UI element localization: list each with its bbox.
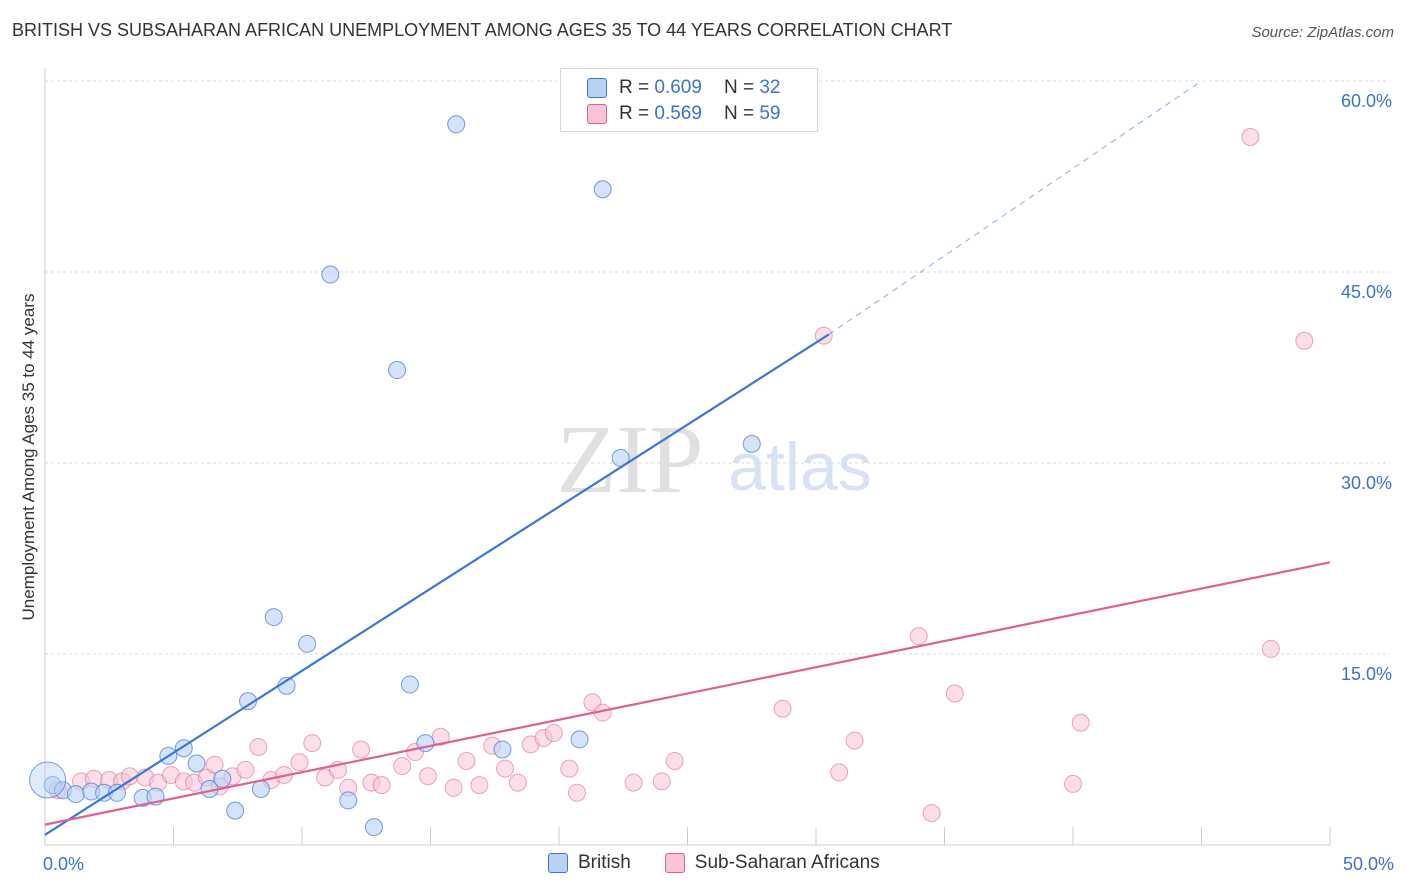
british-point — [251, 779, 270, 798]
x-tick-label: 50.0% — [1343, 854, 1394, 874]
africans-r-value: 0.569 — [654, 103, 702, 124]
africans-point — [470, 776, 489, 795]
correlation-legend: R = 0.609 N = 32 R = 0.569 N = 59 — [560, 68, 818, 132]
series-legend: British Sub-Saharan Africans — [548, 852, 880, 874]
british-point — [29, 761, 67, 799]
british-point — [400, 675, 419, 694]
africans-point — [372, 776, 391, 795]
africans-trend-line — [44, 561, 1331, 826]
tick-labels: 15.0% 30.0% 45.0% 60.0% 0.0% 50.0% — [43, 91, 1394, 874]
africans-point — [418, 767, 437, 786]
legend-british-swatch — [548, 853, 568, 873]
british-point — [447, 115, 466, 134]
africans-point — [236, 760, 255, 779]
africans-swatch — [587, 104, 607, 124]
africans-point — [1241, 128, 1260, 147]
africans-n-value: 59 — [759, 103, 781, 124]
africans-point — [205, 755, 224, 774]
africans-n-label: N = — [723, 103, 755, 124]
x-tick-label: 0.0% — [43, 854, 84, 874]
africans-point — [652, 772, 671, 791]
british-point — [321, 265, 340, 284]
british-point — [298, 634, 317, 653]
africans-point — [1261, 639, 1280, 658]
africans-r-label: R = — [619, 103, 650, 124]
british-point — [339, 791, 358, 810]
africans-point — [845, 731, 864, 750]
legend-africans-label: Sub-Saharan Africans — [694, 852, 880, 873]
british-r-value: 0.609 — [654, 77, 702, 98]
africans-point — [290, 753, 309, 772]
africans-point — [496, 759, 515, 778]
africans-point — [773, 699, 792, 718]
gridlines — [45, 80, 1390, 655]
africans-point — [457, 751, 476, 770]
british-point — [570, 730, 589, 749]
british-point — [593, 180, 612, 199]
british-r-label: R = — [619, 77, 650, 98]
africans-point — [444, 778, 463, 797]
watermark: ZIP atlas — [557, 406, 872, 514]
chart-title: BRITISH VS SUBSAHARAN AFRICAN UNEMPLOYME… — [12, 20, 953, 40]
axes — [44, 68, 1331, 846]
y-tick-label: 30.0% — [1341, 473, 1392, 493]
british-point — [388, 361, 407, 380]
y-tick-label: 15.0% — [1341, 664, 1392, 684]
africans-point — [393, 757, 412, 776]
y-tick-label: 45.0% — [1341, 282, 1392, 302]
british-n-label: N = — [723, 77, 755, 98]
legend-row-africans: R = 0.569 N = 59 — [587, 101, 780, 127]
y-tick-label: 60.0% — [1341, 91, 1392, 111]
africans-point — [560, 759, 579, 778]
africans-point — [1071, 713, 1090, 732]
africans-point — [508, 773, 527, 792]
africans-point — [303, 734, 322, 753]
africans-point — [830, 763, 849, 782]
british-point — [742, 434, 761, 453]
british-trend-line — [44, 333, 830, 836]
legend-row-british: R = 0.609 N = 32 — [587, 75, 780, 101]
y-axis-label: Unemployment Among Ages 35 to 44 years — [19, 294, 38, 621]
africans-point — [352, 740, 371, 759]
fit-lines — [44, 80, 1331, 836]
africans-point — [624, 773, 643, 792]
africans-point — [1064, 774, 1082, 793]
africans-point — [945, 684, 964, 703]
watermark-zip: ZIP — [557, 406, 704, 514]
africans-point — [567, 783, 586, 802]
british-point — [364, 818, 383, 837]
africans-point — [249, 737, 268, 756]
british-point — [187, 754, 206, 773]
africans-point — [1295, 331, 1314, 350]
legend-africans-swatch — [664, 853, 685, 873]
british-swatch — [587, 78, 607, 98]
british-n-value: 32 — [759, 77, 781, 98]
british-point — [66, 785, 85, 804]
africans-point — [431, 727, 450, 746]
british-point — [213, 769, 232, 788]
british-point — [226, 801, 245, 820]
source-label: Source: ZipAtlas.com — [1251, 24, 1394, 41]
legend-british-label: British — [578, 852, 631, 873]
british-point — [107, 783, 126, 802]
africans-point — [544, 723, 563, 742]
british-point — [239, 692, 258, 711]
british-point — [493, 740, 512, 759]
british-trend-extension — [828, 80, 1202, 335]
africans-point — [922, 804, 941, 823]
british-point — [264, 608, 283, 627]
africans-point — [665, 751, 684, 770]
africans-point — [909, 627, 928, 646]
